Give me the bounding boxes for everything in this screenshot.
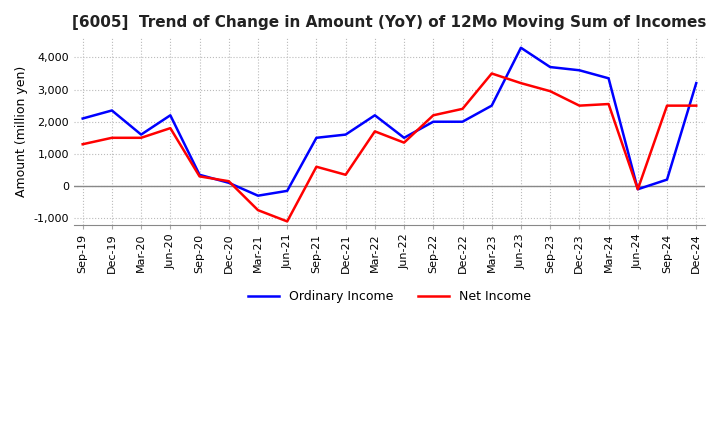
- Net Income: [283, 219, 292, 224]
- Net Income: [634, 187, 642, 192]
- Net Income: [546, 88, 554, 94]
- Ordinary Income: [107, 108, 116, 113]
- Net Income: [78, 142, 87, 147]
- Net Income: [429, 113, 438, 118]
- Ordinary Income: [634, 187, 642, 192]
- Ordinary Income: [575, 68, 584, 73]
- Ordinary Income: [312, 135, 320, 140]
- Net Income: [692, 103, 701, 108]
- Ordinary Income: [371, 113, 379, 118]
- Ordinary Income: [195, 172, 204, 177]
- Ordinary Income: [458, 119, 467, 125]
- Line: Net Income: Net Income: [83, 73, 696, 221]
- Net Income: [107, 135, 116, 140]
- Title: [6005]  Trend of Change in Amount (YoY) of 12Mo Moving Sum of Incomes: [6005] Trend of Change in Amount (YoY) o…: [72, 15, 706, 30]
- Net Income: [604, 101, 613, 106]
- Ordinary Income: [400, 135, 408, 140]
- Net Income: [137, 135, 145, 140]
- Ordinary Income: [662, 177, 671, 182]
- Net Income: [517, 81, 526, 86]
- Net Income: [341, 172, 350, 177]
- Net Income: [400, 140, 408, 145]
- Ordinary Income: [225, 180, 233, 186]
- Ordinary Income: [166, 113, 175, 118]
- Net Income: [662, 103, 671, 108]
- Net Income: [225, 179, 233, 184]
- Net Income: [253, 208, 262, 213]
- Ordinary Income: [517, 45, 526, 51]
- Net Income: [195, 174, 204, 179]
- Net Income: [458, 106, 467, 111]
- Net Income: [575, 103, 584, 108]
- Ordinary Income: [429, 119, 438, 125]
- Ordinary Income: [341, 132, 350, 137]
- Ordinary Income: [692, 81, 701, 86]
- Ordinary Income: [487, 103, 496, 108]
- Ordinary Income: [283, 188, 292, 194]
- Ordinary Income: [78, 116, 87, 121]
- Ordinary Income: [137, 132, 145, 137]
- Legend: Ordinary Income, Net Income: Ordinary Income, Net Income: [243, 285, 536, 308]
- Line: Ordinary Income: Ordinary Income: [83, 48, 696, 196]
- Ordinary Income: [253, 193, 262, 198]
- Ordinary Income: [604, 76, 613, 81]
- Net Income: [371, 129, 379, 134]
- Net Income: [166, 125, 175, 131]
- Net Income: [487, 71, 496, 76]
- Net Income: [312, 164, 320, 169]
- Ordinary Income: [546, 64, 554, 70]
- Y-axis label: Amount (million yen): Amount (million yen): [15, 66, 28, 197]
